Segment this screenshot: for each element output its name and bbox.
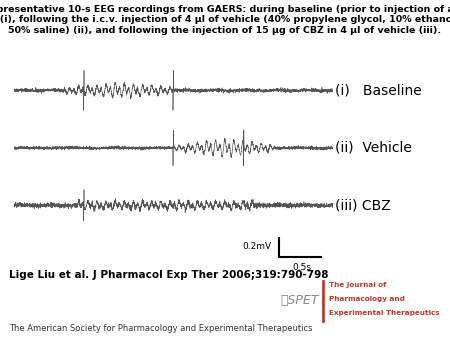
- Text: Pharmacology and: Pharmacology and: [329, 296, 405, 303]
- Text: ⓀSPET: ⓀSPET: [280, 294, 319, 307]
- Text: Representative 10-s EEG recordings from GAERS: during baseline (prior to injecti: Representative 10-s EEG recordings from …: [0, 5, 450, 35]
- Text: The American Society for Pharmacology and Experimental Therapeutics: The American Society for Pharmacology an…: [9, 324, 312, 333]
- Text: Lige Liu et al. J Pharmacol Exp Ther 2006;319:790-798: Lige Liu et al. J Pharmacol Exp Ther 200…: [9, 270, 328, 281]
- Text: Experimental Therapeutics: Experimental Therapeutics: [329, 311, 440, 316]
- Text: (iii) CBZ: (iii) CBZ: [335, 198, 391, 212]
- Text: 0.5s: 0.5s: [292, 263, 311, 272]
- Text: (ii)  Vehicle: (ii) Vehicle: [335, 141, 412, 155]
- Text: 0.2mV: 0.2mV: [242, 242, 271, 251]
- Text: (i)   Baseline: (i) Baseline: [335, 83, 422, 97]
- Text: The Journal of: The Journal of: [329, 282, 387, 288]
